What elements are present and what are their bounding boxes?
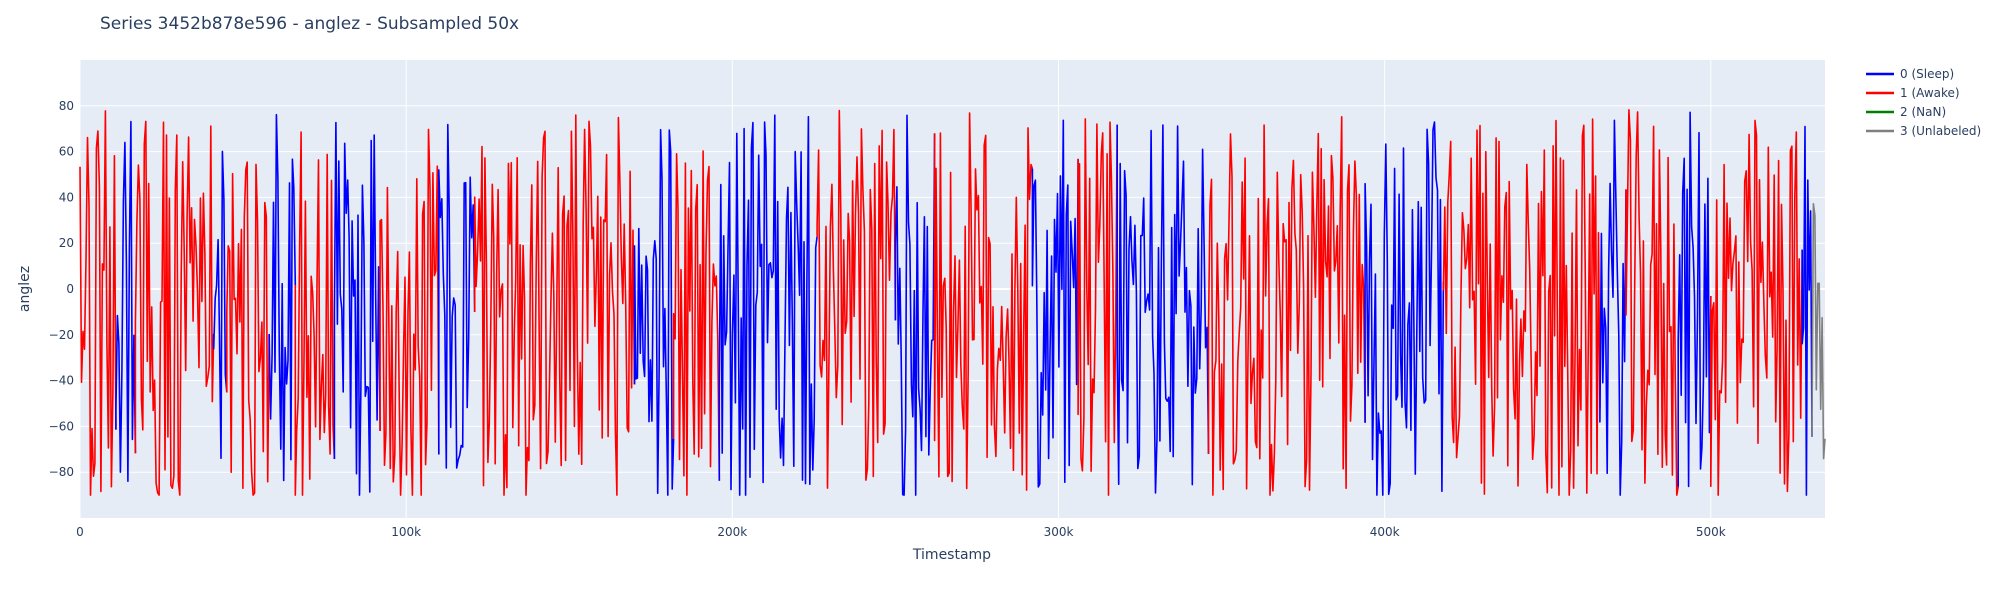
y-tick-label: 20	[59, 236, 74, 250]
x-tick-label: 100k	[391, 525, 421, 539]
legend-item-label[interactable]: 1 (Awake)	[1900, 86, 1960, 100]
legend-item-label[interactable]: 0 (Sleep)	[1900, 67, 1954, 81]
series-0-segment	[718, 114, 818, 496]
x-tick-label: 400k	[1370, 525, 1400, 539]
series-0-segment	[894, 114, 936, 496]
series-1-segment	[473, 114, 636, 496]
series-1-segment	[79, 110, 117, 496]
series-0-segment	[115, 120, 137, 483]
y-tick-label: 60	[59, 145, 74, 159]
series-1-segment	[1077, 118, 1118, 496]
y-tick-label: −40	[49, 374, 74, 388]
series-0-segment	[437, 123, 476, 469]
series-1-segment	[672, 150, 721, 496]
data-traces	[79, 109, 1826, 496]
series-1-segment	[379, 128, 440, 496]
series-0-segment	[333, 121, 381, 496]
y-tick-label: −60	[49, 419, 74, 433]
x-axis-ticks: 0 100k 200k 300k 400k 500k	[76, 525, 1726, 539]
series-0-segment	[1364, 121, 1445, 496]
chart-title: Series 3452b878e596 - anglez - Subsample…	[100, 14, 519, 34]
y-axis-title: anglez	[17, 266, 33, 312]
series-0-segment	[1677, 111, 1712, 488]
x-tick-label: 300k	[1044, 525, 1074, 539]
series-1-segment	[1442, 118, 1601, 496]
series-3-segment	[1811, 203, 1826, 460]
y-axis-ticks: −80 −60 −40 −20 0 20 40 60 80	[49, 99, 74, 479]
series-1-segment	[1625, 109, 1679, 496]
legend-item-label[interactable]: 2 (NaN)	[1900, 105, 1946, 119]
x-axis-title: Timestamp	[912, 547, 991, 563]
series-1-segment	[816, 109, 897, 489]
series-0-segment	[212, 150, 228, 460]
series-1-segment	[1710, 119, 1803, 496]
y-tick-label: 80	[59, 99, 74, 113]
series-1-segment	[134, 120, 215, 496]
y-tick-label: 40	[59, 190, 74, 204]
series-1-segment	[294, 131, 336, 496]
x-tick-label: 500k	[1696, 525, 1726, 539]
series-0-segment	[1599, 119, 1627, 496]
y-tick-label: −80	[49, 465, 74, 479]
legend[interactable]: 0 (Sleep) 1 (Awake) 2 (NaN) 3 (Unlabeled)	[1866, 67, 1981, 138]
x-tick-label: 200k	[717, 525, 747, 539]
series-0-segment	[633, 128, 675, 496]
series-0-segment	[1031, 119, 1079, 488]
series-0-segment	[1116, 124, 1210, 494]
x-tick-label: 0	[76, 525, 84, 539]
series-1-segment	[1207, 116, 1366, 496]
series-1-segment	[226, 161, 270, 496]
series-0-segment	[268, 113, 297, 482]
legend-item-label[interactable]: 3 (Unlabeled)	[1900, 124, 1981, 138]
series-0-segment	[1801, 125, 1813, 496]
y-tick-label: −20	[49, 328, 74, 342]
y-tick-label: 0	[66, 282, 74, 296]
series-1-segment	[933, 112, 1034, 491]
